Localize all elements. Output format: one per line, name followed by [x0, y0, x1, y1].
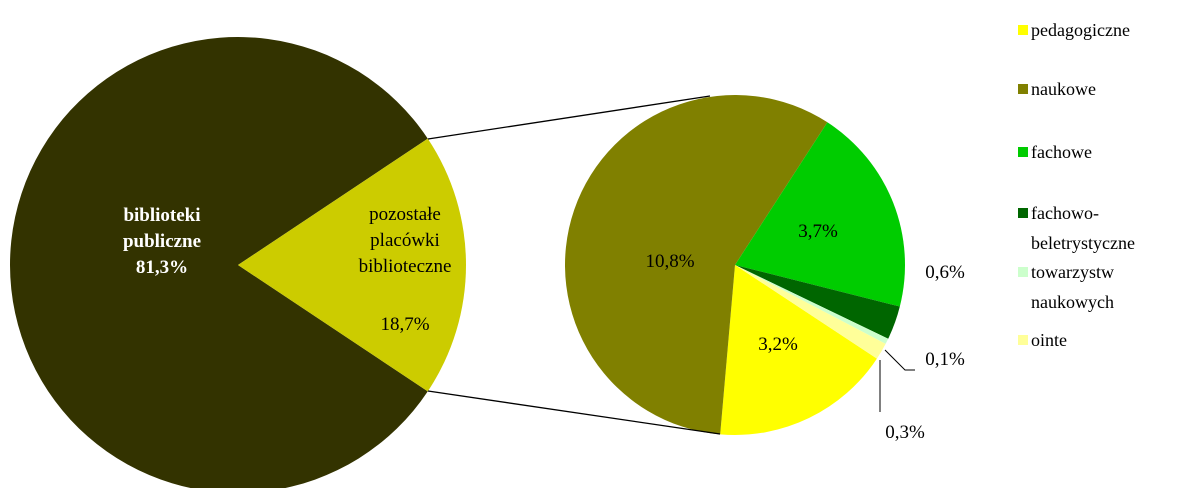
legend-label: towarzystw naukowych	[1031, 262, 1114, 312]
pie-slice	[564, 95, 828, 435]
pie-slice	[735, 122, 906, 307]
leader-line	[884, 349, 915, 371]
data-label: 0,1%	[925, 349, 965, 370]
pie-slice	[735, 265, 900, 339]
legend-swatch	[1018, 208, 1028, 218]
pie-slice	[735, 265, 889, 344]
legend-swatch	[1018, 25, 1028, 35]
legend-item: towarzystw naukowych	[1018, 257, 1181, 317]
data-label: 3,7%	[798, 221, 838, 242]
legend-swatch	[1018, 335, 1028, 345]
legend-label: naukowe	[1031, 79, 1096, 99]
legend-item: fachowe	[1018, 137, 1181, 167]
legend-swatch	[1018, 147, 1028, 157]
pie-slice	[10, 37, 428, 488]
data-label: 3,2%	[758, 334, 798, 355]
legend-label: pedagogiczne	[1031, 20, 1130, 40]
data-label: 81,3%	[135, 257, 189, 278]
legend-item: pedagogiczne	[1018, 15, 1181, 45]
pie-slice	[238, 138, 466, 392]
data-label: 0,6%	[925, 262, 965, 283]
legend-swatch	[1018, 84, 1028, 94]
connector-line	[427, 390, 721, 435]
legend-label: ointe	[1031, 330, 1067, 350]
pie-slice	[735, 265, 886, 359]
legend-item: naukowe	[1018, 74, 1181, 104]
legend-item: fachowo-beletrystyczne	[1018, 198, 1181, 258]
slice-name: biblioteki publiczne	[122, 205, 202, 252]
legend-label: fachowe	[1031, 142, 1092, 162]
legend-label: fachowo-beletrystyczne	[1031, 203, 1135, 253]
data-label: 10,8%	[645, 251, 695, 272]
connector-line	[427, 95, 711, 140]
legend-item: ointe	[1018, 325, 1181, 355]
data-label: 0,3%	[885, 422, 925, 443]
data-label: 18,7%	[380, 314, 430, 335]
pie-slice	[720, 265, 877, 435]
slice-name: pozostałe placówki biblioteczne	[358, 204, 452, 277]
legend-swatch	[1018, 267, 1028, 277]
